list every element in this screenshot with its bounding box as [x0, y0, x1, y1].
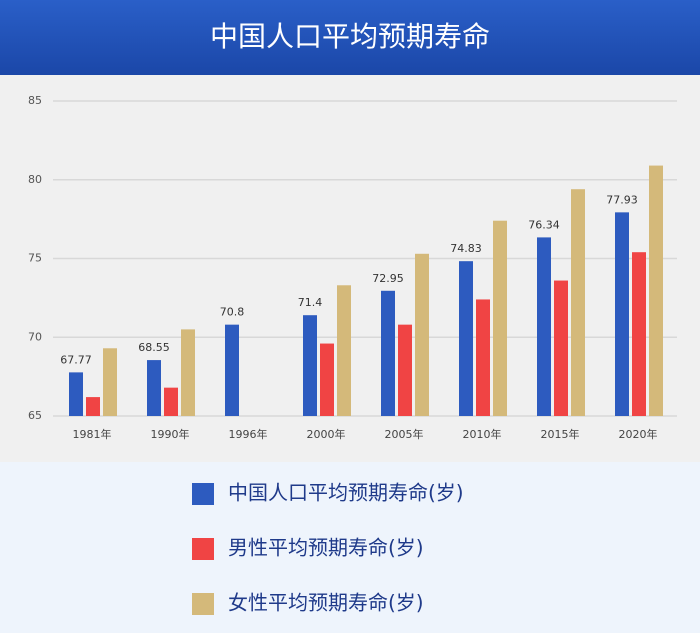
bar — [554, 280, 568, 416]
legend-label: 男性平均预期寿命(岁) — [228, 536, 424, 560]
y-tick-label: 75 — [28, 252, 42, 265]
x-tick-label: 2005年 — [385, 427, 424, 441]
bar — [476, 299, 490, 416]
y-tick-label: 85 — [28, 94, 42, 107]
value-label: 76.34 — [528, 218, 560, 231]
bar — [537, 237, 551, 416]
x-tick-label: 1981年 — [73, 427, 112, 441]
bar — [381, 290, 395, 416]
value-label: 72.95 — [372, 272, 404, 285]
value-label: 77.93 — [606, 193, 638, 206]
bar — [415, 253, 429, 416]
x-tick-label: 2015年 — [541, 427, 580, 441]
bar — [225, 324, 239, 416]
bar — [337, 285, 351, 416]
bar — [86, 397, 100, 416]
x-tick-label: 2010年 — [463, 427, 502, 441]
y-tick-label: 70 — [28, 330, 42, 343]
value-label: 71.4 — [298, 296, 323, 309]
bar — [303, 315, 317, 416]
bar — [398, 324, 412, 416]
legend-label: 女性平均预期寿命(岁) — [228, 591, 424, 615]
value-label: 67.77 — [60, 353, 92, 366]
x-tick-label: 2020年 — [619, 427, 658, 441]
legend-swatch — [192, 538, 214, 560]
value-label: 70.8 — [220, 306, 245, 319]
bar — [571, 189, 585, 416]
bar — [103, 348, 117, 416]
x-tick-label: 1996年 — [229, 427, 268, 441]
legend-label: 中国人口平均预期寿命(岁) — [228, 481, 464, 505]
y-tick-label: 65 — [28, 409, 42, 422]
legend-swatch — [192, 483, 214, 505]
x-tick-label: 2000年 — [307, 427, 346, 441]
y-tick-label: 80 — [28, 173, 42, 186]
bar — [320, 343, 334, 416]
bar — [69, 372, 83, 416]
value-label: 68.55 — [138, 341, 170, 354]
legend-swatch — [192, 593, 214, 615]
bar — [632, 252, 646, 416]
bar — [147, 360, 161, 416]
bar — [459, 261, 473, 416]
bar — [615, 212, 629, 416]
bar — [181, 329, 195, 416]
value-label: 74.83 — [450, 242, 482, 255]
bar — [493, 220, 507, 416]
chart-title: 中国人口平均预期寿命 — [210, 20, 490, 53]
header-band — [0, 0, 700, 75]
bar — [649, 165, 663, 416]
bar — [164, 387, 178, 416]
x-tick-label: 1990年 — [151, 427, 190, 441]
